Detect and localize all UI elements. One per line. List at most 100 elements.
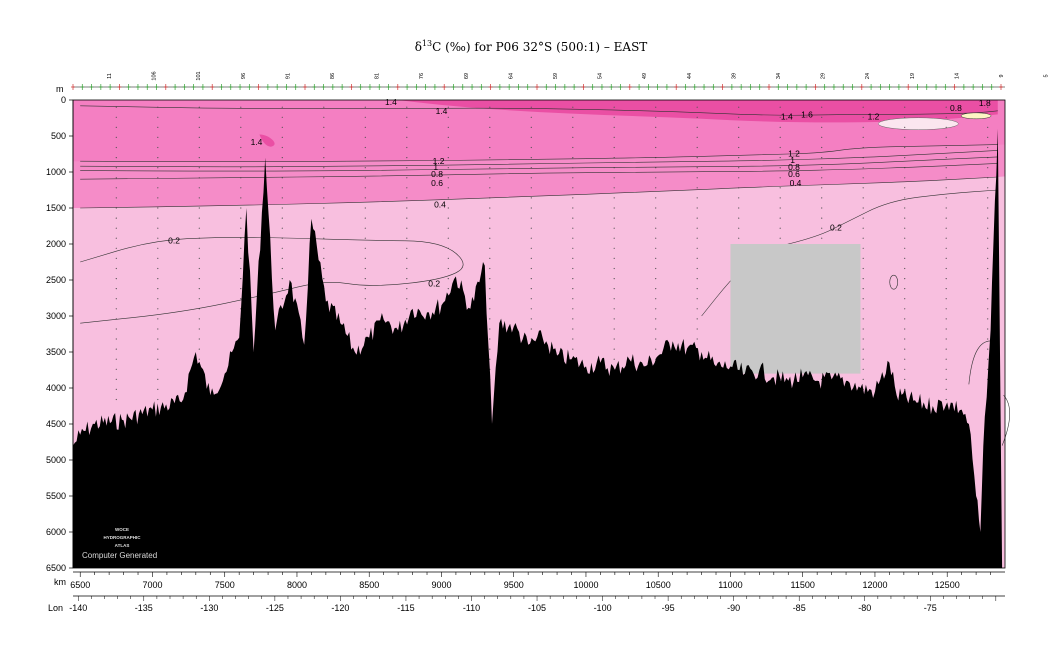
sample-dot <box>945 187 947 189</box>
sample-dot <box>987 308 989 310</box>
sample-dot <box>489 358 491 360</box>
depth-tick-label: 3500 <box>46 347 66 357</box>
sample-dot <box>655 207 657 209</box>
longitude-tick-label: -115 <box>397 603 414 613</box>
contour-label: 1.4 <box>781 112 793 122</box>
sample-dot <box>572 318 574 320</box>
sample-dot <box>613 298 615 300</box>
sample-dot <box>489 157 491 159</box>
sample-dot <box>738 167 740 169</box>
sample-dot <box>115 338 117 340</box>
sample-dot <box>240 116 242 118</box>
sample-dot <box>240 227 242 229</box>
sample-dot <box>281 146 283 149</box>
title-superscript: 13 <box>422 39 432 48</box>
sample-dot <box>862 358 864 360</box>
station-number: 44 <box>687 73 693 79</box>
longitude-tick-label: -95 <box>662 603 675 613</box>
sample-dot <box>987 167 989 169</box>
sample-dot <box>323 146 325 149</box>
sample-dot <box>696 308 698 310</box>
sample-dot <box>364 247 366 249</box>
station-number: 64 <box>508 73 514 79</box>
sample-dot <box>696 187 698 189</box>
sample-dot <box>779 217 781 219</box>
sample-dot <box>987 298 989 300</box>
sample-dot <box>862 237 864 239</box>
sample-dot <box>696 298 698 300</box>
contour-0-2 <box>701 189 998 317</box>
sample-dot <box>655 237 657 239</box>
longitude-tick-label: -125 <box>266 603 284 613</box>
sample-dot <box>945 368 947 370</box>
sample-dot <box>779 227 781 229</box>
sample-dot <box>406 217 408 219</box>
sample-dot <box>281 288 283 290</box>
contour-label: 0.6 <box>431 178 443 188</box>
sample-dot <box>489 348 491 350</box>
station-number: 9 <box>999 74 1005 77</box>
sample-dot <box>613 358 615 360</box>
sample-dot <box>489 126 491 128</box>
sample-dot <box>613 267 615 270</box>
sample-dot <box>115 126 117 128</box>
sample-dot <box>987 318 989 320</box>
sample-dot <box>613 278 615 280</box>
sample-dot <box>862 298 864 300</box>
sample-dot <box>157 157 159 159</box>
sample-dot <box>945 257 947 259</box>
sample-dot <box>613 146 615 149</box>
sample-dot <box>157 136 159 138</box>
contour-label: 0.2 <box>830 222 842 232</box>
longitude-tick-label: -130 <box>200 603 218 613</box>
sample-dot <box>572 338 574 340</box>
sample-dot <box>157 398 159 401</box>
sample-dot <box>572 116 574 118</box>
sample-dot <box>198 126 200 128</box>
sample-dot <box>904 338 906 340</box>
sample-dot <box>696 227 698 229</box>
sample-dot <box>157 126 159 128</box>
sample-dot <box>447 126 449 128</box>
sample-dot <box>530 227 532 229</box>
sample-dot <box>696 247 698 249</box>
sample-dot <box>489 247 491 249</box>
sample-dot <box>738 116 740 118</box>
sample-dot <box>406 167 408 169</box>
sample-dot <box>655 126 657 128</box>
sample-dot <box>281 278 283 280</box>
sample-dot <box>987 358 989 360</box>
sample-dot <box>323 257 325 259</box>
sample-dot <box>904 247 906 249</box>
sample-dot <box>115 167 117 169</box>
sample-dot <box>821 197 823 199</box>
sample-dot <box>821 227 823 229</box>
depth-tick-label: 4500 <box>46 419 66 429</box>
sample-dot <box>198 358 200 360</box>
shallow-minimum-core <box>878 117 959 131</box>
sample-dot <box>489 227 491 229</box>
sample-dot <box>364 257 366 259</box>
sample-dot <box>157 197 159 199</box>
sample-dot <box>281 187 283 189</box>
sample-dot <box>447 116 449 118</box>
sample-dot <box>240 278 242 280</box>
sample-dot <box>323 227 325 229</box>
contour-label: 0.4 <box>434 199 446 209</box>
computer-generated-label: Computer Generated <box>82 551 157 560</box>
sample-dot <box>115 298 117 300</box>
sample-dot <box>447 227 449 229</box>
sample-dot <box>530 318 532 320</box>
sample-dot <box>613 116 615 118</box>
sample-dot <box>198 278 200 280</box>
sample-dot <box>489 298 491 300</box>
sample-dot <box>489 288 491 290</box>
sample-dot <box>240 267 242 270</box>
sample-dot <box>945 288 947 290</box>
sample-dot <box>530 207 532 209</box>
sample-dot <box>198 227 200 229</box>
sample-dot <box>779 197 781 199</box>
sample-dot <box>489 328 491 330</box>
sample-dot <box>281 227 283 229</box>
station-number: 5 <box>1044 74 1050 77</box>
